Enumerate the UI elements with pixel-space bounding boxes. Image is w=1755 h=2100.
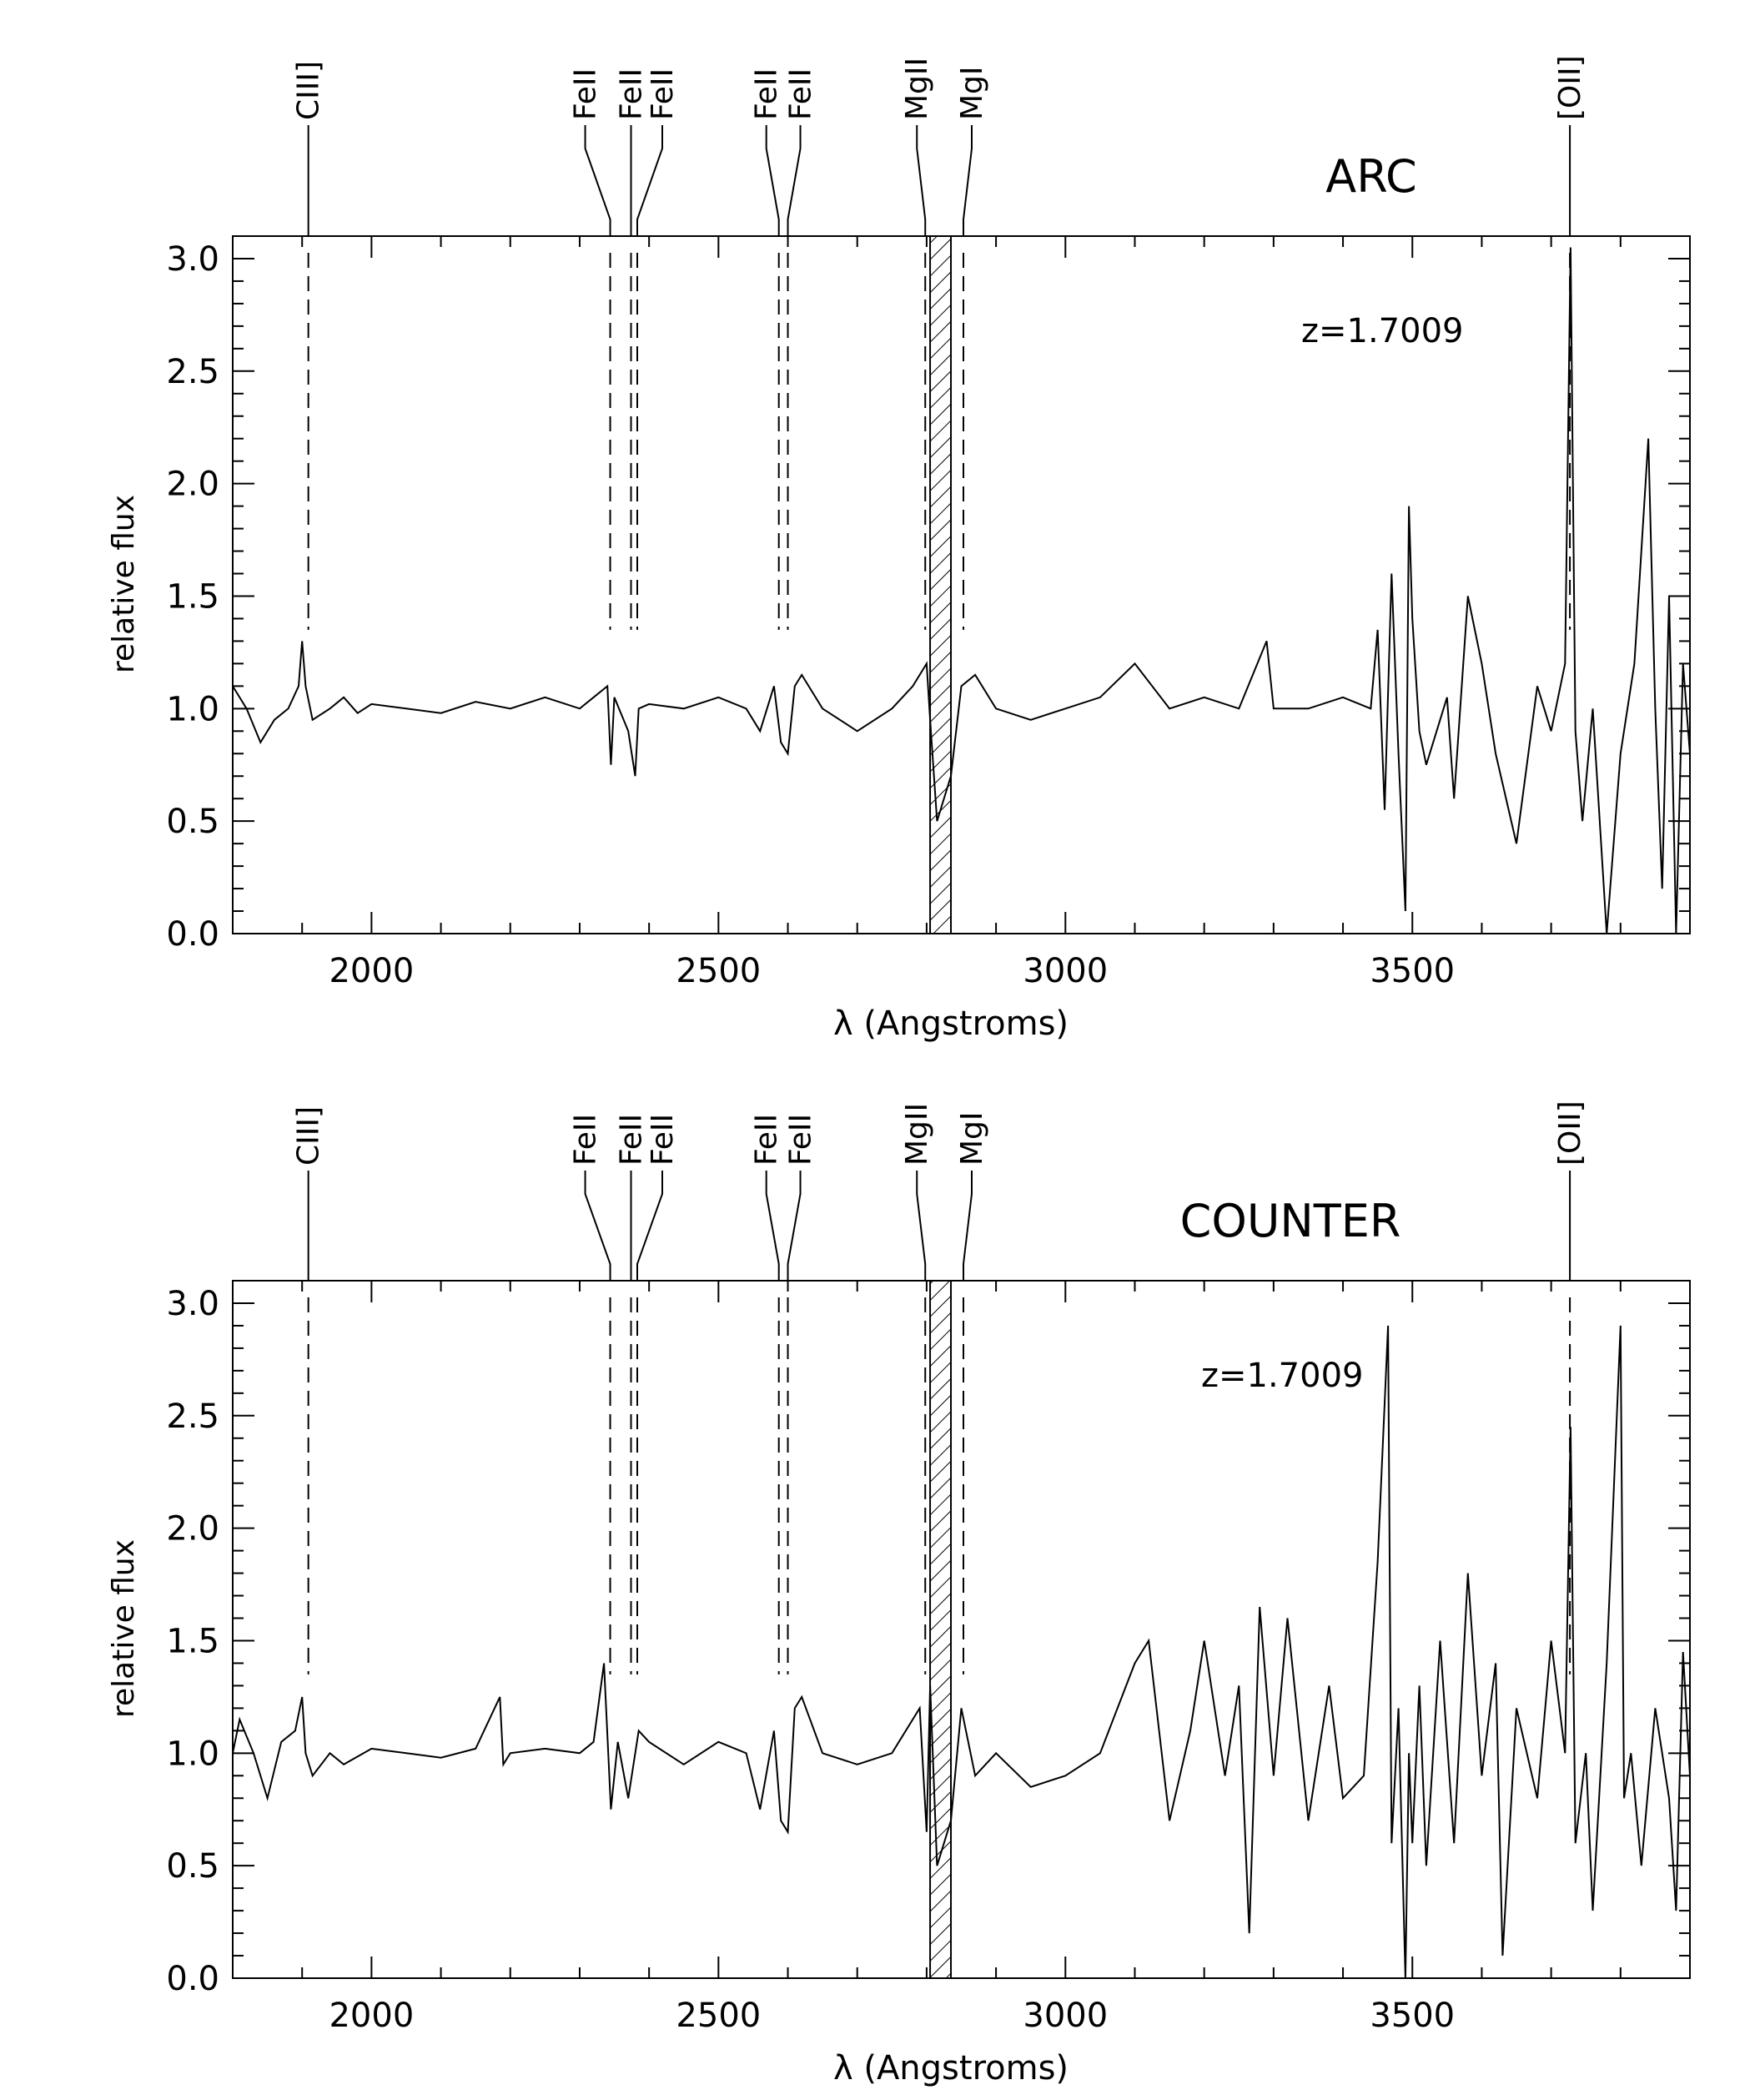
panel-title: COUNTER <box>1180 1195 1401 1247</box>
line-marker-label: MgI <box>955 66 989 120</box>
y-axis-label: relative flux <box>107 495 141 673</box>
y-tick-label: 0.0 <box>166 915 219 954</box>
line-marker-leader <box>765 125 780 236</box>
line-marker-label: FeII <box>615 1114 649 1166</box>
x-tick-label: 3500 <box>1370 952 1455 990</box>
line-marker-label: FeII <box>569 1114 603 1166</box>
x-tick-label: 3000 <box>1023 1997 1108 2035</box>
line-marker-leader <box>916 125 927 236</box>
line-marker-label: CIII] <box>292 1106 326 1166</box>
line-marker-leader <box>765 1171 780 1281</box>
y-tick-label: 1.5 <box>166 577 219 616</box>
y-tick-label: 2.0 <box>166 466 219 504</box>
y-tick-label: 1.5 <box>166 1622 219 1660</box>
panel-title: ARC <box>1325 150 1416 203</box>
y-tick-label: 2.5 <box>166 353 219 391</box>
plot-frame <box>232 1280 1691 1979</box>
x-tick-label: 3500 <box>1370 1997 1455 2035</box>
line-marker-label: FeII <box>615 68 649 120</box>
line-marker-label: FeII <box>646 68 680 120</box>
x-tick-label: 2000 <box>329 952 414 990</box>
y-tick-label: 0.5 <box>166 803 219 841</box>
x-tick-label: 2000 <box>329 1997 414 2035</box>
x-axis-label: λ (Angstroms) <box>833 2049 1069 2087</box>
line-marker-label: MgII <box>900 1103 934 1166</box>
x-tick-label: 3000 <box>1023 952 1108 990</box>
line-marker-leader <box>636 1171 664 1281</box>
line-marker-label: FeII <box>646 1114 680 1166</box>
line-marker-label: FeII <box>784 68 818 120</box>
line-marker-leader <box>787 1171 802 1281</box>
line-marker-leader <box>916 1171 927 1281</box>
line-marker-label: CIII] <box>292 61 326 120</box>
y-tick-label: 2.0 <box>166 1510 219 1549</box>
line-marker-leader <box>787 125 802 236</box>
y-tick-label: 0.5 <box>166 1847 219 1886</box>
line-marker-leader <box>962 125 973 236</box>
masked-region <box>929 1280 953 1979</box>
line-marker-label: [OII] <box>1553 1100 1587 1166</box>
line-marker-leader <box>962 1171 973 1281</box>
y-tick-label: 1.0 <box>166 690 219 728</box>
x-tick-label: 2500 <box>676 952 761 990</box>
line-marker-leader <box>636 125 664 236</box>
x-axis-label: λ (Angstroms) <box>833 1005 1069 1043</box>
y-tick-label: 3.0 <box>166 1285 219 1323</box>
line-marker-label: FeII <box>750 1114 784 1166</box>
line-marker-label: FeII <box>569 68 603 120</box>
arc-spectrum-panel: ARC z=1.7009 λ (Angstroms) relative flux… <box>107 55 1691 1043</box>
y-tick-label: 3.0 <box>166 240 219 279</box>
redshift-annotation: z=1.7009 <box>1201 1357 1363 1395</box>
line-marker-leader <box>584 1171 611 1281</box>
y-tick-label: 0.0 <box>166 1960 219 1998</box>
line-marker-leader <box>584 125 611 236</box>
line-marker-label: MgII <box>900 58 934 120</box>
x-tick-label: 2500 <box>676 1997 761 2035</box>
y-axis-label: relative flux <box>107 1539 141 1718</box>
counter-spectrum-panel: COUNTER z=1.7009 λ (Angstroms) relative … <box>107 1100 1691 2087</box>
spectrum-line <box>232 247 1691 934</box>
line-marker-label: [OII] <box>1553 55 1587 120</box>
line-marker-label: MgI <box>955 1111 989 1166</box>
plot-frame <box>232 235 1691 934</box>
y-tick-label: 1.0 <box>166 1735 219 1773</box>
line-marker-label: FeII <box>784 1114 818 1166</box>
spectrum-line <box>232 1325 1691 1979</box>
y-tick-label: 2.5 <box>166 1397 219 1436</box>
masked-region <box>929 235 953 934</box>
line-marker-label: FeII <box>750 68 784 120</box>
redshift-annotation: z=1.7009 <box>1301 312 1463 350</box>
